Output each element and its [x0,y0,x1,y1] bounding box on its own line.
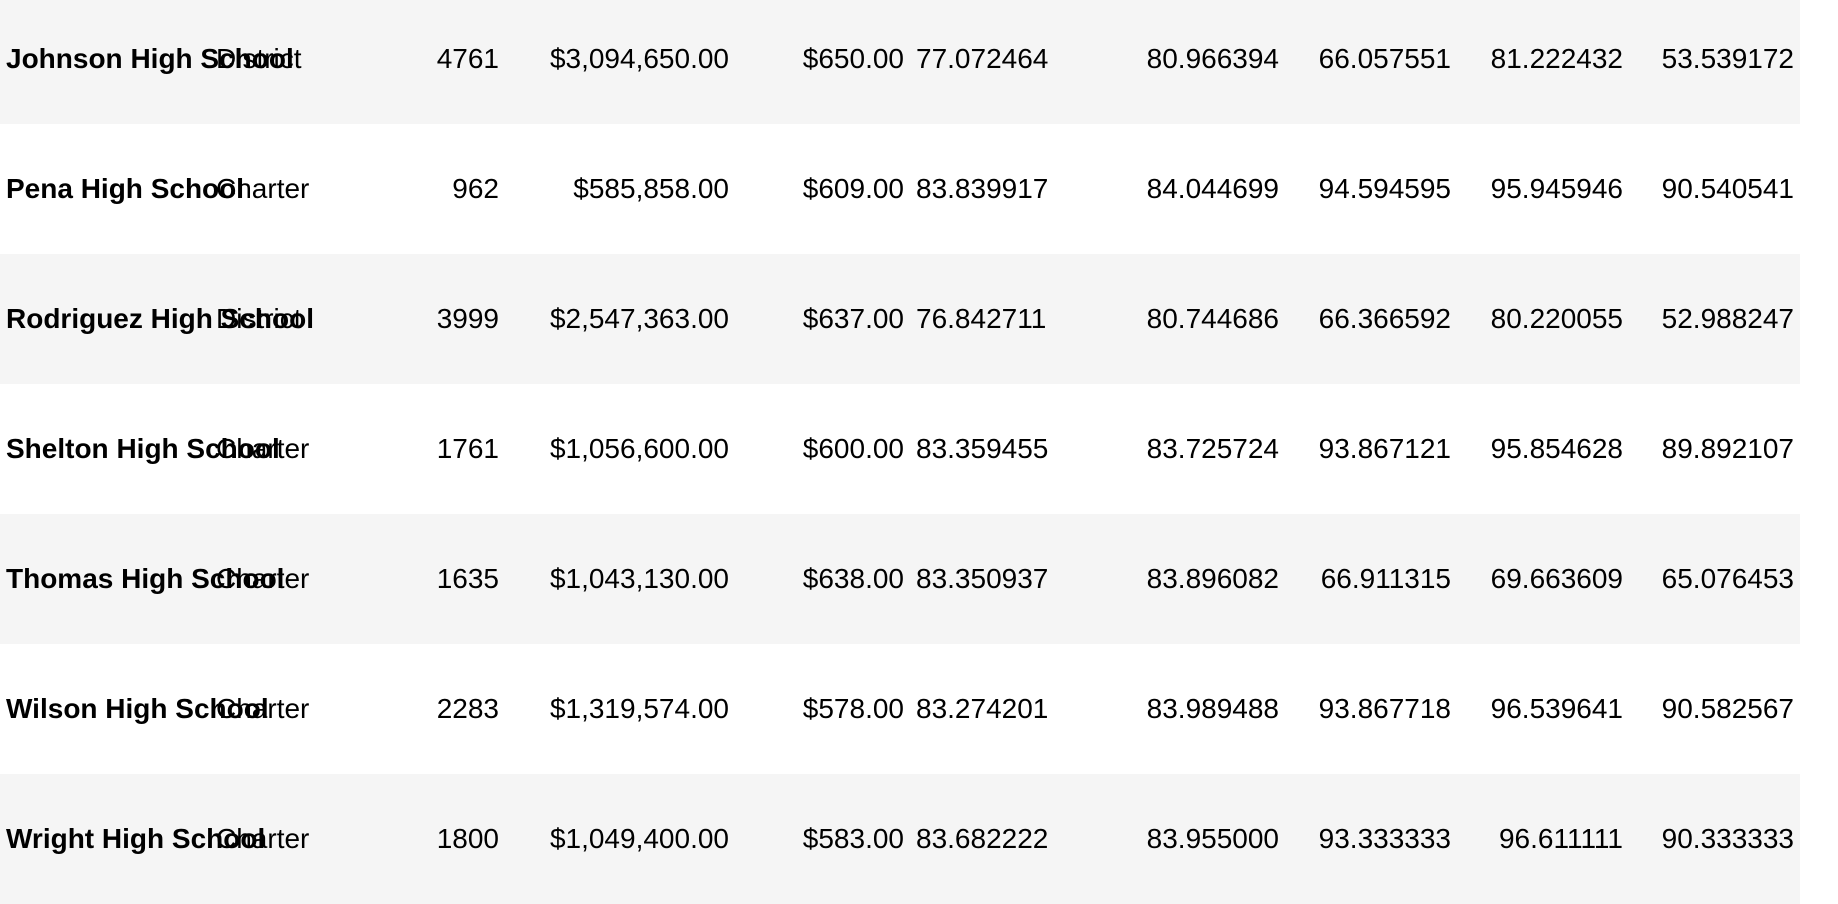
total-budget: $1,056,600.00 [549,433,729,464]
percent-overall-passing: 90.540541 [1661,173,1794,204]
school-name: Wilson High School [6,693,269,724]
per-student-budget: $583.00 [802,823,904,854]
percent-passing-math: 66.911315 [1320,563,1451,594]
total-students: 1800 [436,823,499,854]
table-row: Rodriguez High School District 3999 $2,5… [0,254,1800,384]
average-reading-score: 80.744686 [1146,303,1279,334]
total-students: 962 [452,173,499,204]
school-summary-table: Johnson High School District 4761 $3,094… [0,0,1800,904]
per-student-budget: $638.00 [802,563,904,594]
percent-passing-reading: 96.611111 [1498,823,1623,854]
average-reading-score: 83.725724 [1146,433,1279,464]
table-row: Shelton High School Charter 1761 $1,056,… [0,384,1800,514]
table-row: Wright High School Charter 1800 $1,049,4… [0,774,1800,904]
school-type: Charter [216,693,310,724]
school-name: Rodriguez High School [6,303,314,334]
percent-overall-passing: 90.333333 [1661,823,1794,854]
school-type: District [216,43,302,74]
average-math-score: 83.359455 [916,433,1049,464]
percent-passing-reading: 95.854628 [1490,433,1623,464]
total-students: 1635 [436,563,499,594]
table-row: Johnson High School District 4761 $3,094… [0,0,1800,124]
school-type: Charter [216,823,310,854]
school-name: Wright High School [6,823,266,854]
per-student-budget: $578.00 [802,693,904,724]
percent-passing-reading: 95.945946 [1490,173,1623,204]
percent-passing-reading: 96.539641 [1490,693,1623,724]
school-type: District [216,303,302,334]
total-students: 2283 [436,693,499,724]
school-type: Charter [216,173,310,204]
per-student-budget: $600.00 [802,433,904,464]
average-math-score: 83.274201 [916,693,1049,724]
percent-overall-passing: 90.582567 [1661,693,1794,724]
total-budget: $3,094,650.00 [549,43,729,74]
percent-overall-passing: 53.539172 [1661,43,1794,74]
average-reading-score: 83.989488 [1146,693,1279,724]
average-reading-score: 84.044699 [1146,173,1279,204]
percent-overall-passing: 65.076453 [1661,563,1794,594]
average-math-score: 83.839917 [916,173,1049,204]
average-reading-score: 80.966394 [1146,43,1279,74]
percent-passing-math: 66.057551 [1318,43,1451,74]
percent-passing-reading: 80.220055 [1490,303,1623,334]
school-type: Charter [216,433,310,464]
average-math-score: 77.072464 [916,43,1049,74]
per-student-budget: $637.00 [802,303,904,334]
school-name: Shelton High School [6,433,280,464]
school-name: Thomas High School [6,563,285,594]
average-math-score: 83.682222 [916,823,1049,854]
percent-passing-reading: 81.222432 [1490,43,1623,74]
school-type: Charter [216,563,310,594]
total-budget: $585,858.00 [573,173,729,204]
percent-passing-math: 66.366592 [1318,303,1451,334]
total-students: 3999 [436,303,499,334]
percent-overall-passing: 89.892107 [1661,433,1794,464]
per-student-budget: $650.00 [802,43,904,74]
average-math-score: 83.350937 [916,563,1049,594]
total-budget: $1,043,130.00 [549,563,729,594]
percent-passing-math: 94.594595 [1318,173,1451,204]
percent-passing-math: 93.333333 [1318,823,1451,854]
total-budget: $2,547,363.00 [549,303,729,334]
total-budget: $1,319,574.00 [549,693,729,724]
percent-passing-math: 93.867718 [1318,693,1451,724]
total-students: 1761 [436,433,499,464]
percent-passing-math: 93.867121 [1318,433,1451,464]
percent-overall-passing: 52.988247 [1661,303,1794,334]
table-row: Pena High School Charter 962 $585,858.00… [0,124,1800,254]
total-students: 4761 [436,43,499,74]
total-budget: $1,049,400.00 [549,823,729,854]
table-row: Wilson High School Charter 2283 $1,319,5… [0,644,1800,774]
per-student-budget: $609.00 [802,173,904,204]
table-body: Johnson High School District 4761 $3,094… [0,0,1800,904]
average-reading-score: 83.896082 [1146,563,1279,594]
table-row: Thomas High School Charter 1635 $1,043,1… [0,514,1800,644]
school-name: Pena High School [6,173,245,204]
average-math-score: 76.842711 [916,303,1047,334]
percent-passing-reading: 69.663609 [1490,563,1623,594]
school-name: Johnson High School [6,43,294,74]
average-reading-score: 83.955000 [1146,823,1279,854]
